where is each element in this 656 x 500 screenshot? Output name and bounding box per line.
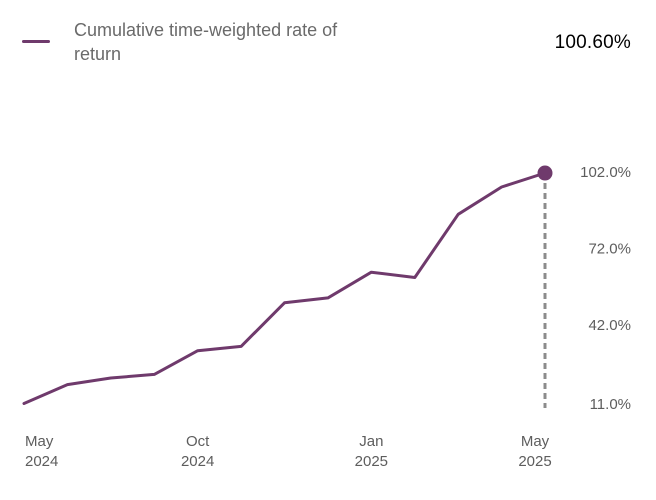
x-tick-month: Oct (186, 433, 210, 450)
current-return-value: 100.60% (554, 32, 631, 53)
x-tick-month: Jan (359, 433, 383, 450)
y-tick-label: 72.0% (588, 240, 631, 257)
x-axis-ticks: May 2024 Oct 2024 Jan 2025 May 2025 (25, 433, 552, 470)
x-tick-year: 2024 (181, 453, 214, 470)
x-tick-year: 2025 (355, 453, 388, 470)
current-data-point[interactable] (537, 165, 553, 181)
y-tick-label: 42.0% (588, 317, 631, 334)
x-tick: May 2025 (518, 433, 551, 470)
x-tick-year: 2025 (518, 453, 551, 470)
x-tick-month: May (521, 433, 550, 450)
y-tick-label: 102.0% (580, 164, 631, 181)
series-line-time-weighted-return[interactable] (22, 171, 547, 405)
x-tick-month: May (25, 433, 54, 450)
x-tick-year: 2024 (25, 453, 58, 470)
legend-label: Cumulative time-weighted rate of return (74, 20, 338, 64)
y-axis-ticks: 102.0% 72.0% 42.0% 11.0% (580, 164, 631, 413)
x-tick: May 2024 (25, 433, 58, 470)
legend: Cumulative time-weighted rate of return (22, 18, 374, 66)
x-tick: Jan 2025 (355, 433, 388, 470)
x-tick: Oct 2024 (181, 433, 214, 470)
y-tick-label: 11.0% (590, 396, 631, 413)
legend-line-swatch (22, 40, 50, 43)
